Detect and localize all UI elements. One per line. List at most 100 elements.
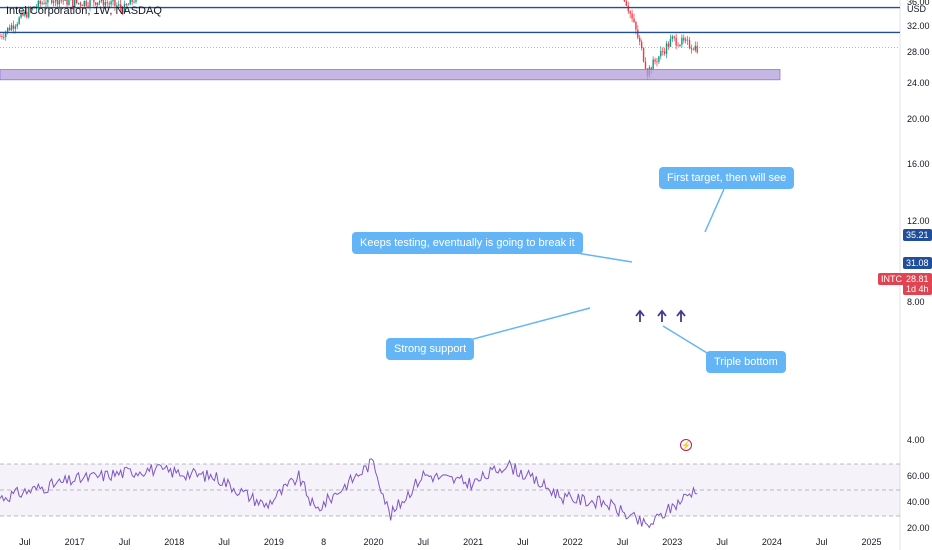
candle-53 (100, 0, 103, 4)
candle-45 (85, 0, 87, 8)
candle-body-39 (74, 0, 76, 7)
time-tick-label: Jul (815, 537, 828, 547)
time-tick-label: 2023 (662, 537, 683, 547)
candle-body-36 (68, 0, 70, 5)
candle-body-42 (79, 2, 82, 6)
candle-335 (640, 39, 643, 51)
candle-body-340 (650, 67, 652, 71)
callout-triple-bottom[interactable]: Triple bottom (706, 351, 786, 373)
flash-icon[interactable]: ⚡ (680, 439, 692, 451)
candle-body-363 (694, 45, 696, 51)
ticker-badge: INTC (878, 273, 905, 285)
candle-24 (45, 0, 47, 9)
candle-341 (652, 56, 654, 71)
support-zone (0, 69, 781, 81)
candle-body-355 (679, 44, 681, 46)
candle-body-6 (10, 25, 13, 31)
candle-22 (41, 1, 43, 6)
candle-body-22 (41, 3, 43, 5)
candle-349 (667, 41, 670, 50)
candle-344 (658, 55, 660, 65)
chart-title: Intel Corporation, 1W, NASDAQ (6, 5, 162, 17)
rsi-tick-label: 60.00 (907, 471, 930, 481)
callout-keeps-testing[interactable]: Keeps testing, eventually is going to br… (352, 232, 583, 254)
candle-body-41 (77, 2, 80, 4)
candle-body-356 (681, 37, 683, 45)
pointer-triple (662, 325, 713, 357)
candle-35 (66, 0, 68, 9)
candle-14 (26, 7, 28, 19)
candle-351 (671, 34, 673, 43)
candle-body-40 (75, 0, 78, 3)
candle-body-3 (5, 31, 7, 37)
candle-57 (108, 0, 110, 8)
candle-363 (694, 41, 696, 53)
candle-body-10 (18, 17, 20, 25)
candle-62 (118, 0, 120, 9)
candle-0 (0, 33, 1, 37)
callout-strong-support[interactable]: Strong support (386, 338, 475, 360)
candle-69 (131, 0, 133, 6)
candle-body-59 (112, 0, 114, 2)
price-tick-label: 16.00 (907, 158, 930, 169)
price-tick-label: 12.00 (907, 215, 930, 226)
candle-body-71 (135, 0, 137, 2)
arrow-head-0 (635, 309, 645, 317)
candle-28 (52, 0, 55, 7)
time-tick-label: Jul (118, 537, 131, 547)
rsi-line (0, 458, 698, 529)
candle-body-341 (652, 59, 654, 71)
candle-body-54 (102, 0, 105, 6)
candle-1 (1, 34, 3, 40)
countdown-badge: 1d 4h (903, 283, 932, 295)
candle-body-62 (118, 4, 120, 6)
candle-331 (633, 13, 635, 24)
callout-first-target[interactable]: First target, then will see (659, 167, 795, 189)
candle-44 (83, 0, 85, 8)
candle-body-359 (686, 39, 689, 41)
price-tick-label: 32.00 (907, 20, 930, 31)
candle-29 (54, 0, 57, 7)
candle-body-330 (631, 13, 633, 19)
pointer-target (704, 188, 725, 233)
candle-59 (112, 0, 114, 6)
candle-body-351 (671, 36, 673, 40)
candle-342 (654, 57, 656, 65)
candle-329 (629, 10, 631, 19)
candle-body-47 (89, 0, 91, 7)
candle-body-29 (54, 0, 57, 2)
candle-25 (47, 0, 49, 7)
time-tick-label: Jul (517, 537, 529, 547)
time-tick-label: 8 (321, 537, 327, 547)
candle-body-70 (133, 1, 135, 3)
candle-body-52 (98, 0, 101, 3)
candle-body-2 (3, 36, 5, 38)
arrow-head-2 (676, 309, 686, 317)
candle-body-49 (93, 0, 95, 3)
candle-body-45 (85, 0, 87, 6)
candle-336 (642, 47, 645, 63)
candle-343 (656, 57, 658, 67)
candle-9 (16, 21, 18, 30)
candle-346 (662, 47, 664, 56)
triple-bottom-arrow-0 (635, 309, 645, 322)
candle-body-51 (96, 2, 99, 5)
candle-body-56 (106, 2, 108, 4)
candle-43 (81, 4, 84, 6)
candle-body-57 (108, 3, 110, 5)
candle-364 (696, 41, 698, 54)
candle-337 (644, 57, 647, 70)
candle-50 (95, 2, 97, 6)
candle-body-11 (20, 12, 22, 18)
candle-body-329 (629, 11, 631, 14)
candle-body-347 (663, 51, 666, 54)
candle-body-24 (45, 2, 47, 5)
candle-body-25 (47, 0, 49, 3)
candle-body-7 (12, 25, 15, 29)
candle-330 (631, 9, 633, 22)
candle-body-350 (669, 39, 672, 47)
candle-21 (39, 0, 41, 9)
candle-body-13 (24, 11, 26, 16)
candle-350 (669, 34, 672, 48)
